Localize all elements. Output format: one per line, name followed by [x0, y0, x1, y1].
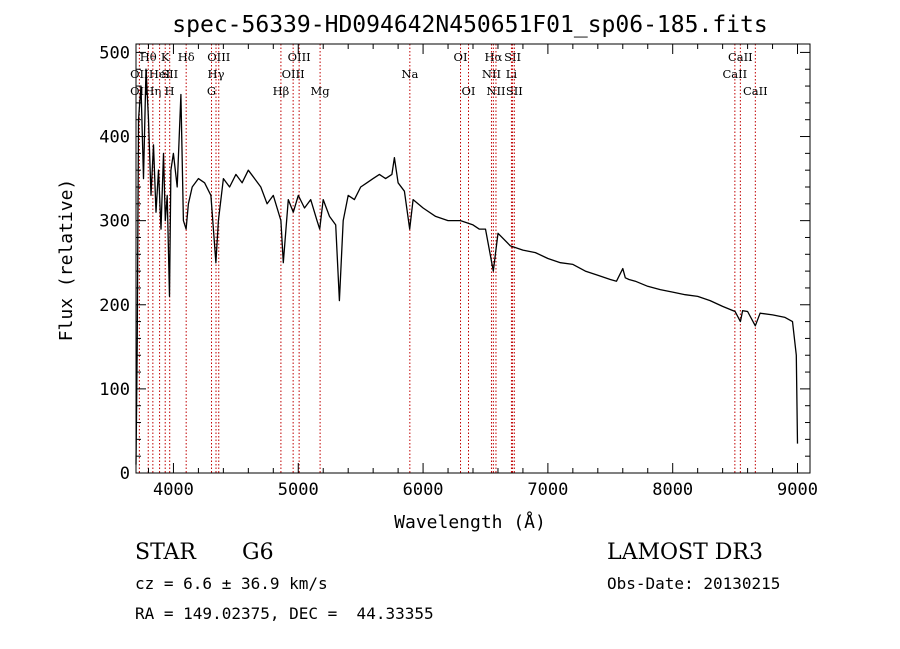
- x-axis-label: Wavelength (Å): [394, 511, 546, 533]
- line-marker-label: G: [207, 84, 216, 98]
- x-tick-label: 7000: [527, 480, 568, 500]
- line-marker-label: Hγ: [208, 67, 225, 81]
- object-type: STAR: [135, 540, 196, 565]
- redshift-cz: cz = 6.6 ± 36.9 km/s: [135, 574, 328, 593]
- emission-line-markers: OII OII Hθ Hη HeI K SII H Hδ OIII Hγ G Hβ OIII OIII Mg N…: [130, 44, 768, 473]
- line-marker-label: OI: [462, 84, 476, 98]
- line-marker-label: Li: [506, 67, 518, 81]
- line-marker-label: Hα: [484, 50, 502, 64]
- line-marker-label: HeI: [149, 67, 170, 81]
- line-marker-label: SII: [161, 67, 178, 81]
- y-axis-label: Flux (relative): [56, 179, 77, 342]
- line-marker-label: H: [165, 84, 175, 98]
- line-marker-label: Hθ: [140, 50, 157, 64]
- y-tick-label: 300: [99, 212, 130, 232]
- line-marker-label: SII: [504, 50, 521, 64]
- chart-title: spec-56339-HD094642N450651F01_sp06-185.f…: [172, 12, 767, 38]
- line-marker-label: OIII: [288, 50, 311, 64]
- y-tick-label: 0: [120, 464, 130, 484]
- x-tick-label: 6000: [403, 480, 444, 500]
- x-tick-label: 9000: [777, 480, 818, 500]
- axis-ticks: 4000 5000 6000 7000 8000 9000 0 100 200 300 400 500: [99, 43, 818, 500]
- line-marker-label: OI: [454, 50, 468, 64]
- line-marker-label: OIII: [282, 67, 305, 81]
- x-tick-label: 4000: [153, 480, 194, 500]
- line-marker-label: CaII: [722, 67, 747, 81]
- plot-frame: [135, 43, 811, 474]
- line-marker-label: CaII: [743, 84, 768, 98]
- line-marker-label: Hη: [144, 84, 161, 98]
- y-tick-label: 400: [99, 128, 130, 148]
- coordinates: RA = 149.02375, DEC = 44.33355: [135, 604, 434, 623]
- line-marker-label: OII: [130, 67, 149, 81]
- line-marker-label: CaII: [728, 50, 753, 64]
- obs-date: Obs-Date: 20130215: [607, 574, 781, 593]
- line-marker-label: OIII: [207, 50, 230, 64]
- line-marker-label: Hβ: [273, 84, 290, 98]
- line-marker-label: OII: [130, 84, 149, 98]
- survey-label: LAMOST DR3: [607, 540, 763, 565]
- y-tick-label: 200: [99, 296, 130, 316]
- x-tick-label: 8000: [652, 480, 693, 500]
- line-marker-label: Na: [401, 67, 418, 81]
- line-marker-label: NII: [486, 84, 505, 98]
- line-marker-label: K: [161, 50, 170, 64]
- y-tick-label: 500: [99, 43, 130, 63]
- line-marker-label: NII: [482, 67, 501, 81]
- y-tick-label: 100: [99, 380, 130, 400]
- line-marker-label: SII: [506, 84, 523, 98]
- line-marker-label: Hδ: [178, 50, 195, 64]
- subclass: G6: [242, 540, 274, 565]
- x-tick-label: 5000: [278, 480, 319, 500]
- spectrum-line: [135, 68, 799, 465]
- line-marker-label: Mg: [311, 84, 331, 98]
